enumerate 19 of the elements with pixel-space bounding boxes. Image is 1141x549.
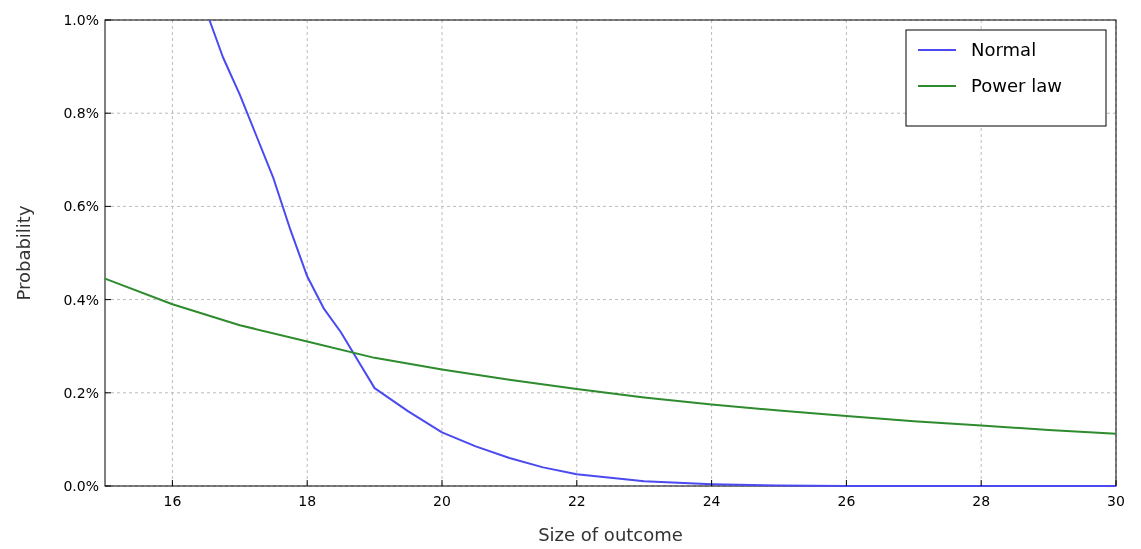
x-tick-label: 28 <box>972 493 991 509</box>
x-tick-label: 30 <box>1107 493 1125 509</box>
y-tick-label: 0.4% <box>63 291 99 308</box>
x-tick-label: 16 <box>163 493 182 509</box>
y-tick-label: 0.0% <box>63 478 99 494</box>
y-tick-label: 0.8% <box>63 105 99 122</box>
x-tick-label: 26 <box>837 493 856 509</box>
legend-label: Power law <box>971 75 1062 96</box>
y-axis-title: Probability <box>13 205 34 301</box>
x-tick-label: 20 <box>433 493 451 509</box>
x-tick-label: 22 <box>567 493 586 509</box>
y-tick-label: 0.2% <box>63 384 99 401</box>
y-tick-label: 1.0% <box>63 12 99 28</box>
x-tick-label: 18 <box>298 493 317 509</box>
x-tick-label: 24 <box>702 493 721 509</box>
legend-label: Normal <box>971 39 1037 60</box>
line-series <box>104 277 1117 435</box>
y-tick-label: 0.6% <box>63 198 99 215</box>
x-axis-title: Size of outcome <box>538 524 683 545</box>
